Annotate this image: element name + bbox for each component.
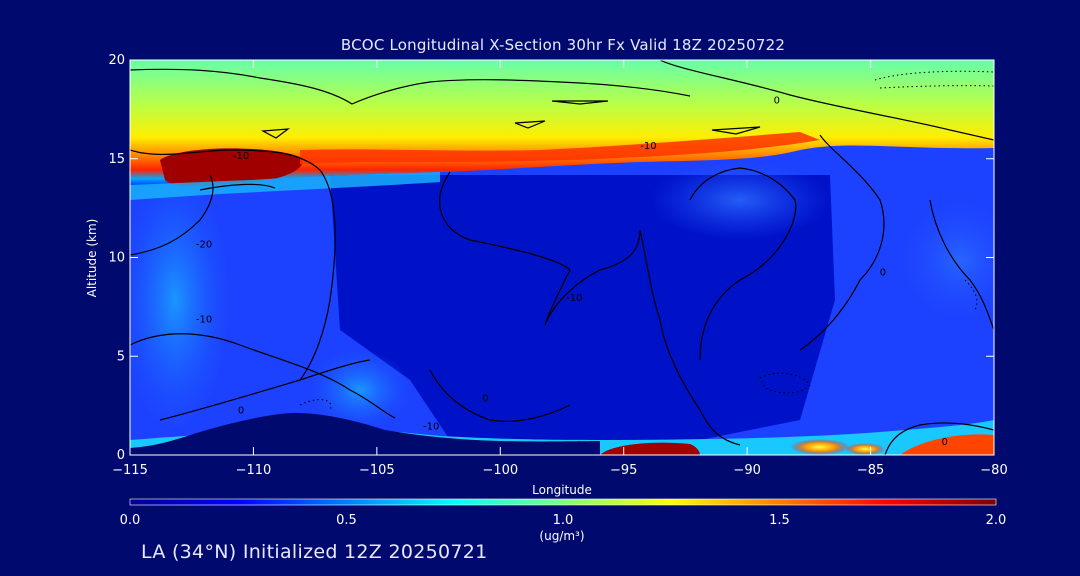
dotted-contours [299, 70, 994, 411]
colorbar-tick-label: 0.0 [120, 513, 141, 528]
y-tick-label: 10 [108, 251, 125, 266]
chart-title: BCOC Longitudinal X-Section 30hr Fx Vali… [340, 36, 786, 54]
colorbar-ticks: 0.0 0.5 1.0 1.5 2.0 [120, 513, 1007, 528]
x-tick-label: −80 [980, 463, 1007, 478]
x-axis: −115 −110 −105 −100 −95 −90 −85 −80 [112, 60, 1008, 478]
y-axis: 0 5 10 15 20 [108, 53, 994, 463]
x-tick-label: −105 [359, 463, 395, 478]
init-footer: LA (34°N) Initialized 12Z 20250721 [141, 541, 488, 563]
colorbar-unit-label: (ug/m³) [539, 529, 584, 543]
contour-label: 0 [880, 267, 886, 278]
colorbar-tick-label: 2.0 [986, 513, 1007, 528]
contour-label: -10 [233, 151, 249, 162]
contour-label: 0 [238, 406, 244, 417]
colorbar-tick-label: 1.5 [769, 513, 790, 528]
colorbar-tick-label: 0.5 [336, 513, 357, 528]
contour-lines [130, 60, 994, 455]
y-tick-label: 15 [108, 152, 125, 167]
y-tick-label: 5 [117, 349, 125, 364]
x-tick-label: −115 [112, 463, 148, 478]
contour-label: -10 [196, 315, 212, 326]
contour-label: 0 [482, 394, 488, 405]
contour-label: 0 [941, 437, 947, 448]
contour-label: -20 [196, 240, 212, 251]
y-tick-label: 20 [108, 53, 125, 68]
x-tick-label: −95 [610, 463, 637, 478]
x-tick-label: −85 [857, 463, 884, 478]
contour-label: -10 [423, 421, 439, 432]
colorbar [129, 498, 997, 506]
x-tick-label: −90 [733, 463, 760, 478]
x-tick-label: −110 [236, 463, 272, 478]
contour-label: -10 [566, 293, 582, 304]
x-tick-label: −100 [482, 463, 518, 478]
x-axis-label: Longitude [532, 483, 592, 497]
y-axis-label: Altitude (km) [85, 219, 99, 298]
contour-label: 0 [774, 95, 780, 106]
y-tick-label: 0 [117, 448, 125, 463]
concentration-field [130, 60, 994, 455]
contour-label: -10 [640, 141, 656, 152]
contour-labels: 0 -10 -10 -20 -10 -10 0 0 -10 0 0 [196, 95, 948, 448]
colorbar-tick-label: 1.0 [553, 513, 574, 528]
